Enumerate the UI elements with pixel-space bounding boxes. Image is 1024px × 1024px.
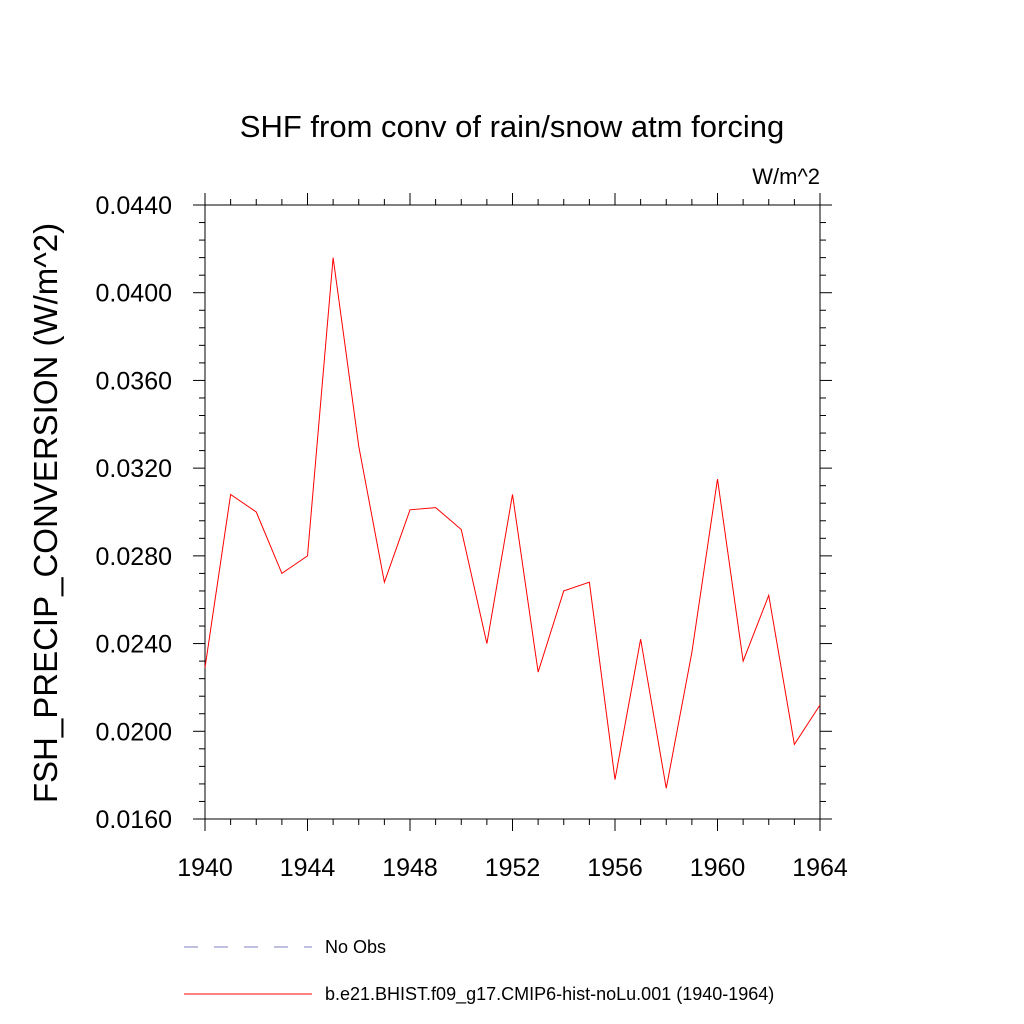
x-tick-label: 1956 [587, 854, 643, 882]
series-line-1 [204, 257, 821, 789]
series-lines [204, 257, 821, 789]
y-tick-label: 0.0360 [96, 367, 172, 395]
y-tick-label: 0.0200 [96, 718, 172, 746]
x-tick-label: 1944 [280, 854, 336, 882]
x-tick-label: 1960 [690, 854, 746, 882]
units-label: W/m^2 [752, 164, 820, 189]
y-axis-label: FSH_PRECIP_CONVERSION (W/m^2) [27, 223, 64, 803]
x-tick-label: 1964 [792, 854, 848, 882]
y-tick-label: 0.0280 [96, 543, 172, 571]
y-tick-label: 0.0320 [96, 455, 172, 483]
plot-frame [204, 204, 821, 820]
x-tick-label: 1940 [177, 854, 233, 882]
y-tick-label: 0.0400 [96, 280, 172, 308]
y-tick-label: 0.0240 [96, 631, 172, 659]
y-tick-label: 0.0440 [96, 192, 172, 220]
axis-tick-labels: 1940 1944 1948 1952 1956 1960 1964 0.0160 0.0200… [96, 192, 848, 882]
axis-ticks [193, 193, 832, 831]
y-tick-label: 0.0160 [96, 806, 172, 834]
legend: No Obs b.e21.BHIST.f09_g17.CMIP6-hist-noL… [184, 937, 774, 1005]
legend-label-0: No Obs [325, 937, 386, 957]
chart-title: SHF from conv of rain/snow atm forcing [240, 109, 784, 144]
legend-label-1: b.e21.BHIST.f09_g17.CMIP6-hist-noLu.001 … [325, 984, 774, 1005]
x-tick-label: 1952 [485, 854, 541, 882]
x-tick-label: 1948 [382, 854, 438, 882]
